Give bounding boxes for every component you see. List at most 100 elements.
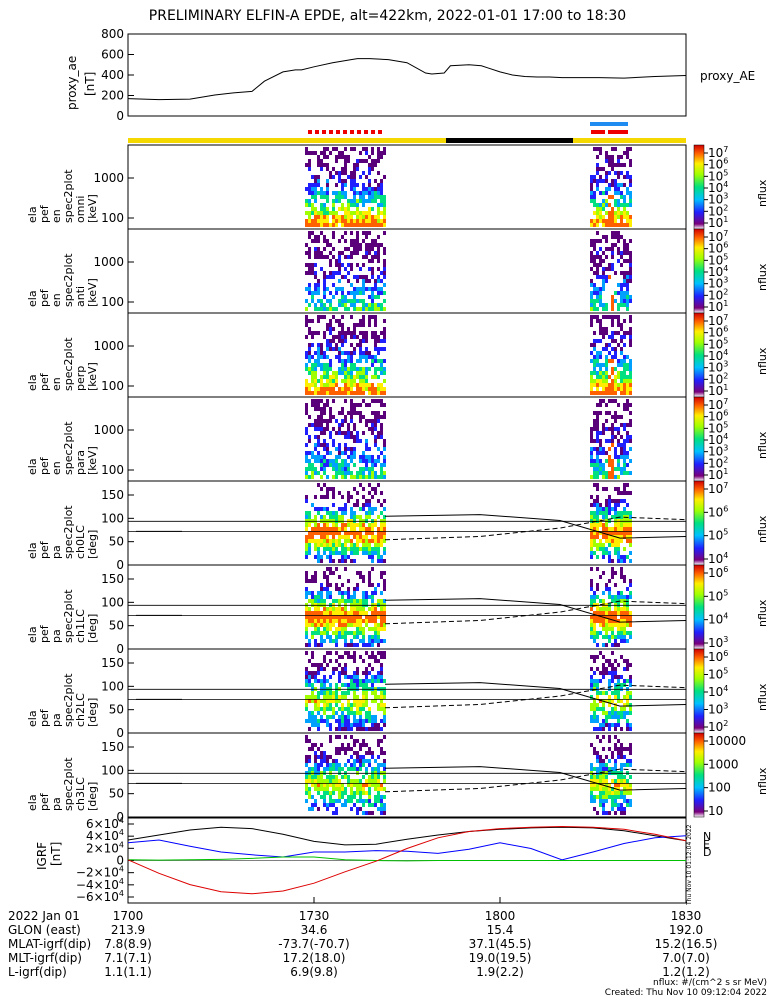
spectrogram-cell bbox=[377, 255, 380, 259]
spectrogram-cell bbox=[596, 163, 599, 167]
spectrogram-cell bbox=[305, 683, 308, 687]
spectrogram-cell bbox=[593, 635, 596, 639]
spectrogram-cell bbox=[605, 587, 608, 591]
spectrogram-cell bbox=[596, 515, 599, 519]
spectrogram-cell bbox=[362, 195, 365, 199]
spectrogram-cell bbox=[590, 315, 593, 319]
spectrogram-cell bbox=[629, 611, 632, 615]
footer-value: 7.8(8.9) bbox=[104, 937, 152, 951]
panel-ylabel: [deg] bbox=[86, 614, 99, 643]
spectrogram-cell bbox=[608, 559, 611, 563]
spectrogram-cell bbox=[623, 775, 626, 779]
spectrogram-cell bbox=[326, 243, 329, 247]
spectrogram-cell bbox=[335, 383, 338, 387]
spectrogram-cell bbox=[596, 183, 599, 187]
spectrogram-cell bbox=[383, 507, 386, 511]
spectrogram-cell bbox=[305, 467, 308, 471]
spectrogram-cell bbox=[329, 363, 332, 367]
spectrogram-cell bbox=[329, 615, 332, 619]
spectrogram-cell bbox=[314, 215, 317, 219]
spectrogram-cell bbox=[383, 579, 386, 583]
spectrogram-cell bbox=[344, 331, 347, 335]
spectrogram-cell bbox=[377, 243, 380, 247]
spectrogram-cell bbox=[368, 751, 371, 755]
colorbar-label: nflux bbox=[756, 347, 769, 375]
spectrogram-cell bbox=[359, 711, 362, 715]
spectrogram-cell bbox=[605, 223, 608, 227]
spectrogram-cell bbox=[326, 195, 329, 199]
spectrogram-cell bbox=[341, 339, 344, 343]
spectrogram-cell bbox=[623, 631, 626, 635]
spectrogram-cell bbox=[356, 679, 359, 683]
spectrogram-cell bbox=[347, 547, 350, 551]
spectrogram-cell bbox=[377, 779, 380, 783]
spectrogram-cell bbox=[626, 383, 629, 387]
spectrogram-cell bbox=[323, 147, 326, 151]
spectrogram-cell bbox=[629, 435, 632, 439]
colorbar-tick-label: 100 bbox=[708, 781, 731, 795]
spectrogram-cell bbox=[338, 179, 341, 183]
spectrogram-cell bbox=[317, 287, 320, 291]
spectrogram-cell bbox=[626, 399, 629, 403]
spectrogram-cell bbox=[620, 727, 623, 731]
spectrogram-cell bbox=[362, 547, 365, 551]
spectrogram-cell bbox=[326, 167, 329, 171]
spectrogram-cell bbox=[590, 511, 593, 515]
spectrogram-cell bbox=[338, 767, 341, 771]
spectrogram-cell bbox=[356, 223, 359, 227]
spectrogram-cell bbox=[617, 359, 620, 363]
spectrogram-cell bbox=[317, 483, 320, 487]
spectrogram-cell bbox=[344, 159, 347, 163]
science-zone-mark bbox=[357, 130, 361, 134]
spectrogram-cell bbox=[377, 351, 380, 355]
spectrogram-cell bbox=[590, 763, 593, 767]
spectrogram-cell bbox=[344, 183, 347, 187]
spectrogram-cell bbox=[623, 367, 626, 371]
spectrogram-cell bbox=[374, 723, 377, 727]
spectrogram-cell bbox=[626, 187, 629, 191]
spectrogram-cell bbox=[341, 467, 344, 471]
spectrogram-cell bbox=[608, 159, 611, 163]
spectrogram-cell bbox=[608, 791, 611, 795]
spectrogram-cell bbox=[623, 707, 626, 711]
spectrogram-cell bbox=[623, 299, 626, 303]
spectrogram-cell bbox=[602, 315, 605, 319]
spectrogram-cell bbox=[611, 415, 614, 419]
spectrogram-cell bbox=[338, 719, 341, 723]
spectrogram-cell bbox=[362, 787, 365, 791]
spectrogram-cell bbox=[365, 215, 368, 219]
spectrogram-cell bbox=[596, 795, 599, 799]
spectrogram-cell bbox=[317, 347, 320, 351]
spectrogram-cell bbox=[335, 419, 338, 423]
spectrogram-cell bbox=[602, 799, 605, 803]
spectrogram-cell bbox=[341, 615, 344, 619]
spectrogram-cell bbox=[368, 319, 371, 323]
spectrogram-cell bbox=[611, 207, 614, 211]
spectrogram-cell bbox=[629, 459, 632, 463]
spectrogram-cell bbox=[626, 511, 629, 515]
spectrogram-cell bbox=[362, 383, 365, 387]
spectrogram-cell bbox=[353, 651, 356, 655]
spectrogram-cell bbox=[329, 763, 332, 767]
spectrogram-cell bbox=[623, 507, 626, 511]
spectrogram-cell bbox=[317, 299, 320, 303]
spectrogram-cell bbox=[599, 275, 602, 279]
spectrogram-cell bbox=[344, 567, 347, 571]
spectrogram-cell bbox=[311, 635, 314, 639]
spectrogram-cell bbox=[368, 799, 371, 803]
colorbar-tick-label: 102 bbox=[708, 455, 728, 470]
spectrogram-cell bbox=[602, 523, 605, 527]
colorbar-tick-label: 101 bbox=[708, 383, 728, 398]
spectrogram-cell bbox=[341, 791, 344, 795]
spectrogram-cell bbox=[338, 675, 341, 679]
spectrogram-cell bbox=[368, 719, 371, 723]
spectrogram-cell bbox=[314, 527, 317, 531]
spectrogram-cell bbox=[320, 667, 323, 671]
spectrogram-cell bbox=[341, 207, 344, 211]
spectrogram-cell bbox=[356, 247, 359, 251]
spectrogram-cell bbox=[614, 235, 617, 239]
spectrogram-cell bbox=[341, 747, 344, 751]
spectrogram-cell bbox=[335, 691, 338, 695]
spectrogram-cell bbox=[629, 339, 632, 343]
spectrogram-cell bbox=[305, 263, 308, 267]
